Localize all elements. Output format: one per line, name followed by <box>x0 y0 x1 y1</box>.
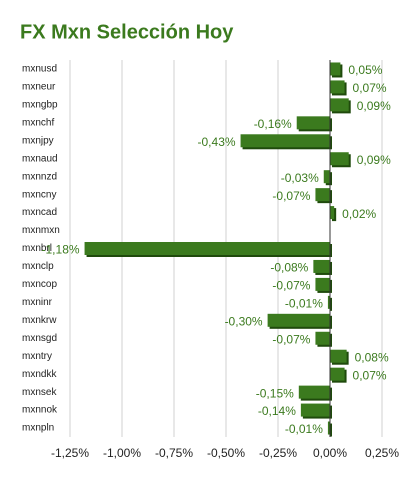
bar <box>267 313 330 327</box>
bar <box>240 134 330 148</box>
x-tick-label: 0,00% <box>313 446 347 460</box>
y-tick-label: mxnnok <box>22 405 58 416</box>
value-label: 0,05% <box>348 63 382 77</box>
x-tick-label: 0,25% <box>365 446 399 460</box>
value-label: -0,30% <box>225 314 263 328</box>
bar <box>330 152 349 166</box>
y-tick-label: mxnusd <box>22 64 57 75</box>
bar-shadow <box>329 423 332 437</box>
value-label: 0,09% <box>357 153 391 167</box>
bar <box>313 259 330 273</box>
chart-title: FX Mxn Selección Hoy <box>20 21 234 43</box>
bar-shadow <box>329 297 332 311</box>
y-tick-label: mxnpln <box>22 423 54 434</box>
value-label: -0,08% <box>270 261 308 275</box>
y-tick-label: mxngbp <box>22 100 58 111</box>
x-tick-label: -0,50% <box>207 446 245 460</box>
y-tick-label: mxntry <box>22 351 52 362</box>
y-tick-label: mxnkrw <box>22 315 57 326</box>
y-tick-label: mxnjpy <box>22 135 54 146</box>
bar <box>330 62 341 76</box>
value-label: 0,02% <box>342 207 376 221</box>
y-tick-label: mxninr <box>22 297 53 308</box>
bar <box>300 403 330 417</box>
x-tick-label: -1,00% <box>103 446 141 460</box>
value-label: -1,18% <box>42 243 80 257</box>
bar <box>315 277 330 291</box>
value-label: -0,14% <box>258 404 296 418</box>
bar <box>330 98 349 112</box>
value-label: -0,03% <box>281 171 319 185</box>
y-tick-label: mxnchf <box>22 117 54 128</box>
value-label: -0,07% <box>272 332 310 346</box>
value-label: 0,07% <box>353 81 387 95</box>
y-tick-label: mxneur <box>22 82 56 93</box>
y-tick-label: mxnaud <box>22 153 58 164</box>
bar <box>315 331 330 345</box>
bar <box>84 242 330 255</box>
bar <box>327 421 330 435</box>
bar <box>323 170 330 184</box>
bar <box>330 206 335 220</box>
value-label: -0,07% <box>272 189 310 203</box>
y-tick-label: mxncop <box>22 279 57 290</box>
y-tick-label: mxncad <box>22 207 57 218</box>
y-tick-label: mxncny <box>22 189 56 200</box>
value-label: -0,15% <box>256 386 294 400</box>
value-label: -0,43% <box>198 135 236 149</box>
bar <box>296 116 330 130</box>
y-tick-label: mxndkk <box>22 369 57 380</box>
value-label: 0,09% <box>357 99 391 113</box>
bar <box>330 367 345 381</box>
bar <box>298 385 330 399</box>
bar <box>330 80 345 94</box>
value-label: -0,01% <box>285 422 323 436</box>
value-label: -0,07% <box>272 279 310 293</box>
y-tick-label: mxnsgd <box>22 333 57 344</box>
bar <box>327 295 330 309</box>
x-tick-label: -0,25% <box>259 446 297 460</box>
value-label: -0,01% <box>285 297 323 311</box>
bar <box>330 349 347 363</box>
y-tick-label: mxnmxn <box>22 225 60 236</box>
value-label: 0,08% <box>355 350 389 364</box>
y-tick-label: mxnbrl <box>22 243 52 254</box>
x-tick-label: -0,75% <box>155 446 193 460</box>
value-label: -0,16% <box>254 117 292 131</box>
y-tick-label: mxnnzd <box>22 171 57 182</box>
y-tick-label: mxnsek <box>22 387 57 398</box>
bar <box>315 188 330 202</box>
value-label: 0,07% <box>353 368 387 382</box>
x-tick-label: -1,25% <box>51 446 89 460</box>
y-tick-label: mxnclp <box>22 261 54 272</box>
